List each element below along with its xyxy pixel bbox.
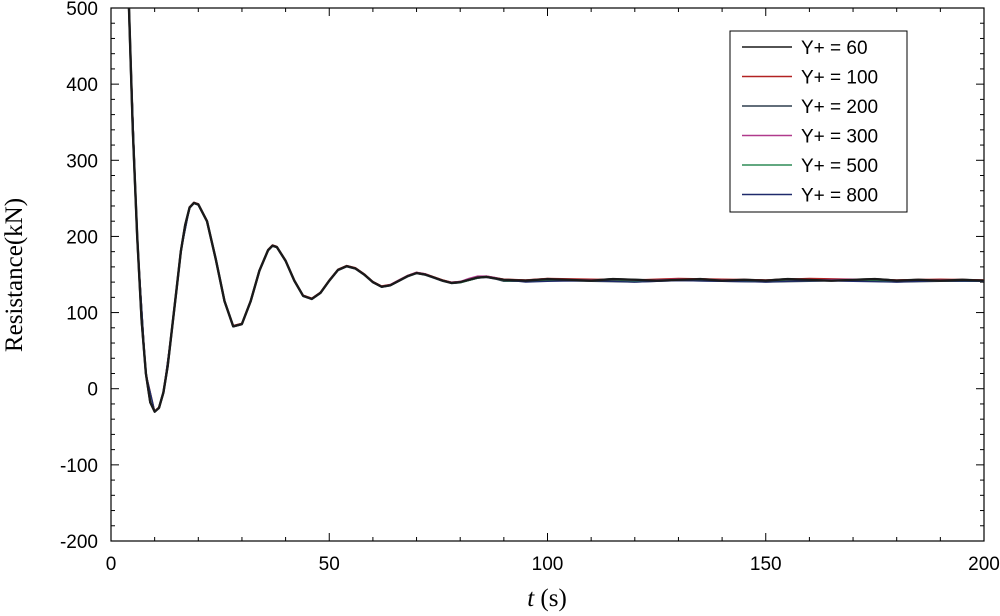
axis-ticks: 0 50 100 150 200 -200 -100 0 100 200 300 400 500 [60,0,1000,575]
y-tick-label: -200 [60,532,98,553]
legend: Y+ = 60 Y+ = 100 Y+ = 200 Y+ = 300 Y+ = 500 Y… [729,30,908,213]
y-tick-label: 400 [66,75,98,96]
y-tick-label: 100 [66,304,98,325]
series-lines [127,8,984,413]
x-tick-label: 0 [106,554,117,575]
x-tick-label: 50 [319,554,340,575]
y-axis-title: Resistance(kN) [1,198,28,352]
legend-label: Y+ = 300 [801,127,878,148]
y-tick-label: 300 [66,151,98,172]
legend-label: Y+ = 60 [801,38,868,59]
legend-label: Y+ = 100 [801,68,878,89]
y-tick-label: 500 [66,0,98,20]
legend-label: Y+ = 500 [801,156,878,177]
y-tick-label: 0 [87,380,98,401]
legend-box [729,30,908,213]
x-tick-label: 100 [532,554,564,575]
x-tick-label: 150 [750,554,782,575]
x-tick-label: 200 [968,554,1000,575]
x-axis-title: t (s) [527,585,567,612]
y-tick-label: 200 [66,227,98,248]
legend-label: Y+ = 200 [801,97,878,118]
series-line-overlay [127,8,984,413]
legend-label: Y+ = 800 [801,186,878,207]
y-tick-label: -100 [60,456,98,477]
